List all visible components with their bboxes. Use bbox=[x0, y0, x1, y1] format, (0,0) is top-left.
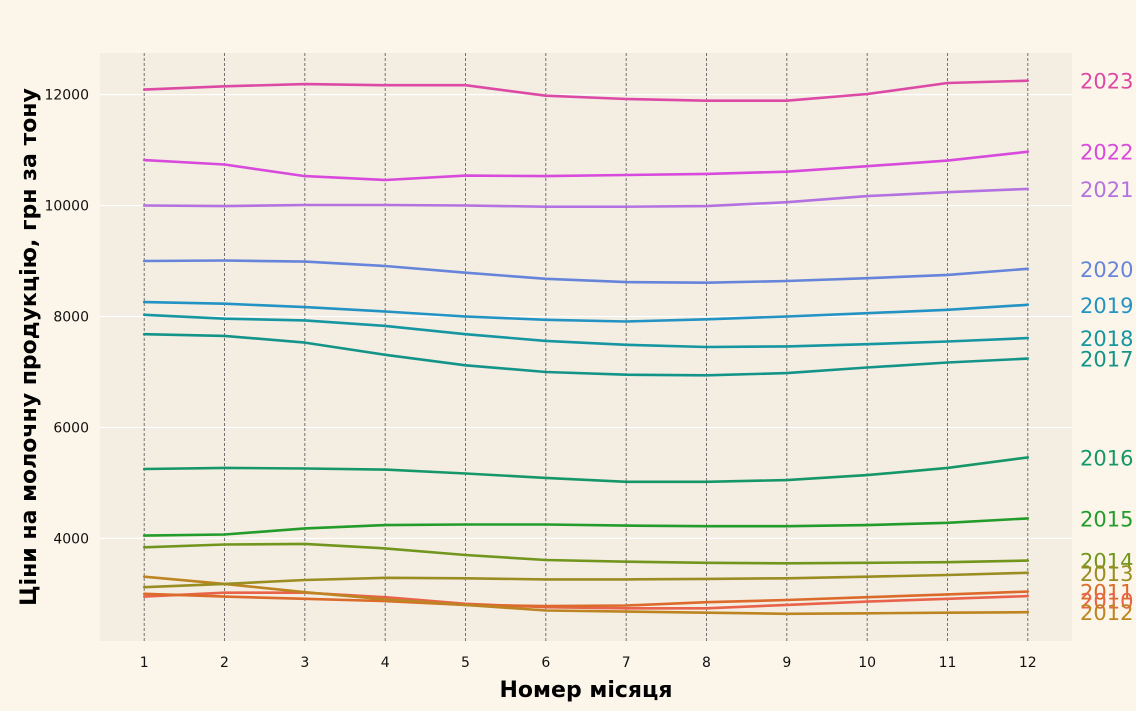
series-line-2011 bbox=[142, 590, 1030, 608]
y-tick-labels: 4000 6000 8000 10000 12000 bbox=[44, 88, 89, 548]
x-tick-label: 7 bbox=[622, 655, 631, 671]
x-tick-label: 3 bbox=[300, 655, 309, 671]
series-line-2018 bbox=[142, 313, 1030, 349]
series-line-2010 bbox=[142, 591, 1030, 610]
series-label-2020: 2020 bbox=[1080, 258, 1133, 282]
x-tick-labels: 1 2 3 4 5 6 7 8 9 10 11 12 bbox=[140, 655, 1037, 671]
series-label-2021: 2021 bbox=[1080, 178, 1133, 202]
x-tick-label: 4 bbox=[381, 655, 390, 671]
y-tick-label: 4000 bbox=[53, 531, 89, 547]
x-tick-label: 9 bbox=[782, 655, 791, 671]
series-label-2011: 2011 bbox=[1080, 581, 1133, 605]
y-tick-label: 8000 bbox=[53, 309, 89, 325]
series-line-2016 bbox=[142, 456, 1030, 484]
series-line-2015 bbox=[142, 517, 1030, 537]
series-label-2023: 2023 bbox=[1080, 70, 1133, 94]
series-line-2022 bbox=[142, 150, 1030, 182]
series-line-2012 bbox=[142, 575, 1030, 616]
series-label-2017: 2017 bbox=[1080, 348, 1133, 372]
y-tick-label: 10000 bbox=[44, 199, 89, 215]
y-axis-title: Ціни на молочну продукцію, грн за тону bbox=[17, 88, 42, 606]
series-line-2014 bbox=[142, 542, 1030, 565]
series-label-2019: 2019 bbox=[1080, 294, 1133, 318]
series-label-2012: 2012 bbox=[1080, 601, 1133, 625]
series-label-2015: 2015 bbox=[1080, 507, 1133, 531]
series-line-2023 bbox=[142, 79, 1030, 102]
x-tick-label: 12 bbox=[1019, 655, 1037, 671]
series-line-2020 bbox=[142, 259, 1030, 285]
x-tick-label: 2 bbox=[220, 655, 229, 671]
series-label-2013: 2013 bbox=[1080, 562, 1133, 586]
y-tick-label: 6000 bbox=[53, 420, 89, 436]
series-label-2018: 2018 bbox=[1080, 327, 1133, 351]
series-line-2013 bbox=[142, 571, 1030, 589]
series-label-2016: 2016 bbox=[1080, 446, 1133, 470]
x-tick-label: 1 bbox=[140, 655, 149, 671]
x-tick-label: 5 bbox=[461, 655, 470, 671]
x-tick-label: 10 bbox=[858, 655, 876, 671]
series-label-2022: 2022 bbox=[1080, 141, 1133, 165]
plot-area bbox=[100, 53, 1072, 641]
series-lines bbox=[142, 79, 1030, 616]
series-line-2017 bbox=[142, 332, 1030, 377]
x-tick-label: 6 bbox=[541, 655, 550, 671]
x-tick-label: 8 bbox=[702, 655, 711, 671]
x-axis-title: Номер місяця bbox=[500, 678, 673, 703]
series-line-2021 bbox=[142, 187, 1030, 208]
x-tick-label: 11 bbox=[939, 655, 957, 671]
y-tick-label: 12000 bbox=[44, 88, 89, 104]
series-label-2014: 2014 bbox=[1080, 550, 1133, 574]
series-line-2019 bbox=[142, 300, 1030, 323]
series-label-2010: 2010 bbox=[1080, 590, 1133, 614]
